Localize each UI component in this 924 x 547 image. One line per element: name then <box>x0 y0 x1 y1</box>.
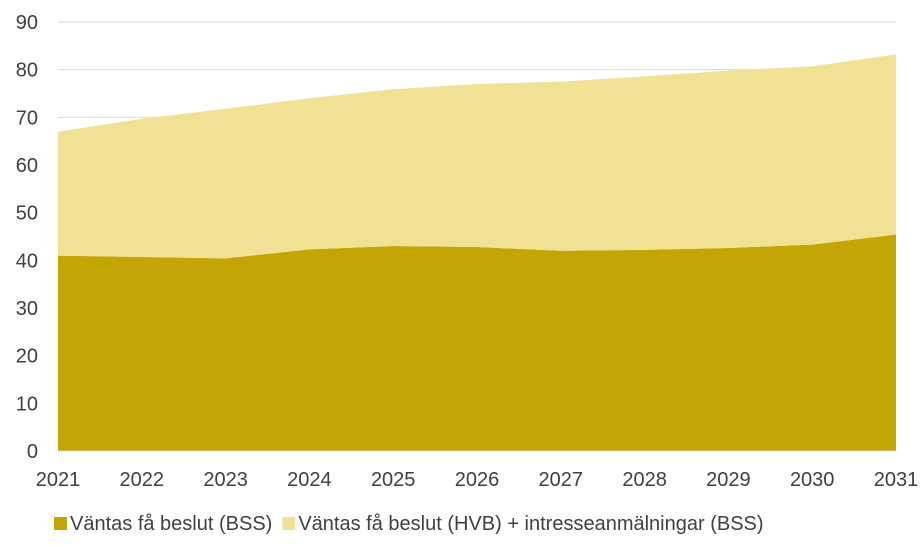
legend-label-1: Väntas få beslut (BSS) <box>70 513 272 535</box>
legend-swatch-1 <box>54 517 67 530</box>
y-tick-label: 60 <box>16 155 38 177</box>
area-series-2 <box>58 54 896 259</box>
plot-areas <box>58 54 896 451</box>
x-tick-label: 2024 <box>287 469 332 491</box>
y-tick-label: 70 <box>16 107 38 129</box>
x-tick-label: 2021 <box>36 469 81 491</box>
legend-swatch-2 <box>282 517 296 530</box>
y-tick-label: 10 <box>16 393 38 415</box>
y-tick-label: 50 <box>16 203 38 225</box>
x-axis-tick-labels: 2021 2022 2023 2024 2025 2026 2027 2028 2029 2030… <box>36 469 919 491</box>
x-tick-label: 2027 <box>539 469 584 491</box>
x-tick-label: 2025 <box>371 469 416 491</box>
y-tick-label: 20 <box>16 346 38 368</box>
y-axis-tick-labels: 0 10 20 30 40 50 60 70 80 90 <box>16 12 38 463</box>
x-tick-label: 2022 <box>120 469 165 491</box>
y-tick-label: 40 <box>16 250 38 272</box>
x-tick-label: 2031 <box>874 469 919 491</box>
y-tick-label: 80 <box>16 60 38 82</box>
legend: Väntas få beslut (BSS) Väntas få beslut (… <box>54 513 764 535</box>
x-tick-label: 2030 <box>790 469 835 491</box>
area-series-1 <box>58 234 896 451</box>
y-tick-label: 90 <box>16 12 38 34</box>
y-tick-label: 30 <box>16 298 38 320</box>
x-tick-label: 2026 <box>455 469 500 491</box>
x-tick-label: 2029 <box>706 469 751 491</box>
legend-label-2: Väntas få beslut (HVB) + intresseanmälni… <box>298 513 763 535</box>
x-tick-label: 2023 <box>203 469 248 491</box>
x-tick-label: 2028 <box>622 469 667 491</box>
y-tick-label: 0 <box>27 441 38 463</box>
